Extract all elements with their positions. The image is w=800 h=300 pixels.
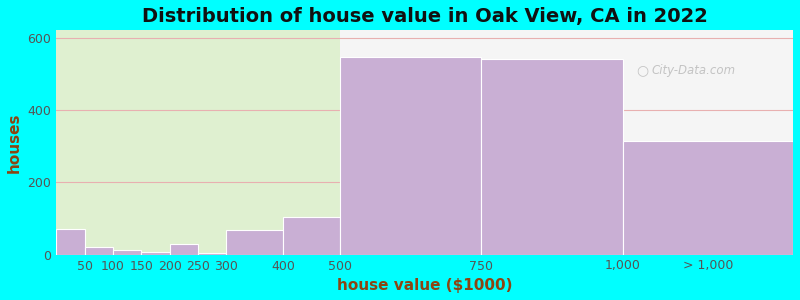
- Bar: [56, 229, 85, 255]
- Y-axis label: houses: houses: [7, 112, 22, 173]
- Bar: [340, 57, 482, 255]
- Bar: [623, 141, 793, 255]
- Text: ○: ○: [636, 64, 648, 78]
- Text: City-Data.com: City-Data.com: [651, 64, 736, 77]
- Bar: [85, 247, 113, 255]
- Title: Distribution of house value in Oak View, CA in 2022: Distribution of house value in Oak View,…: [142, 7, 707, 26]
- Bar: [142, 252, 170, 255]
- Bar: [482, 59, 623, 255]
- Bar: [340, 30, 793, 255]
- Bar: [113, 250, 142, 255]
- Bar: [226, 230, 283, 255]
- X-axis label: house value ($1000): house value ($1000): [337, 278, 512, 293]
- Bar: [170, 244, 198, 255]
- Bar: [198, 253, 226, 255]
- Bar: [56, 30, 340, 255]
- Bar: [283, 217, 340, 255]
